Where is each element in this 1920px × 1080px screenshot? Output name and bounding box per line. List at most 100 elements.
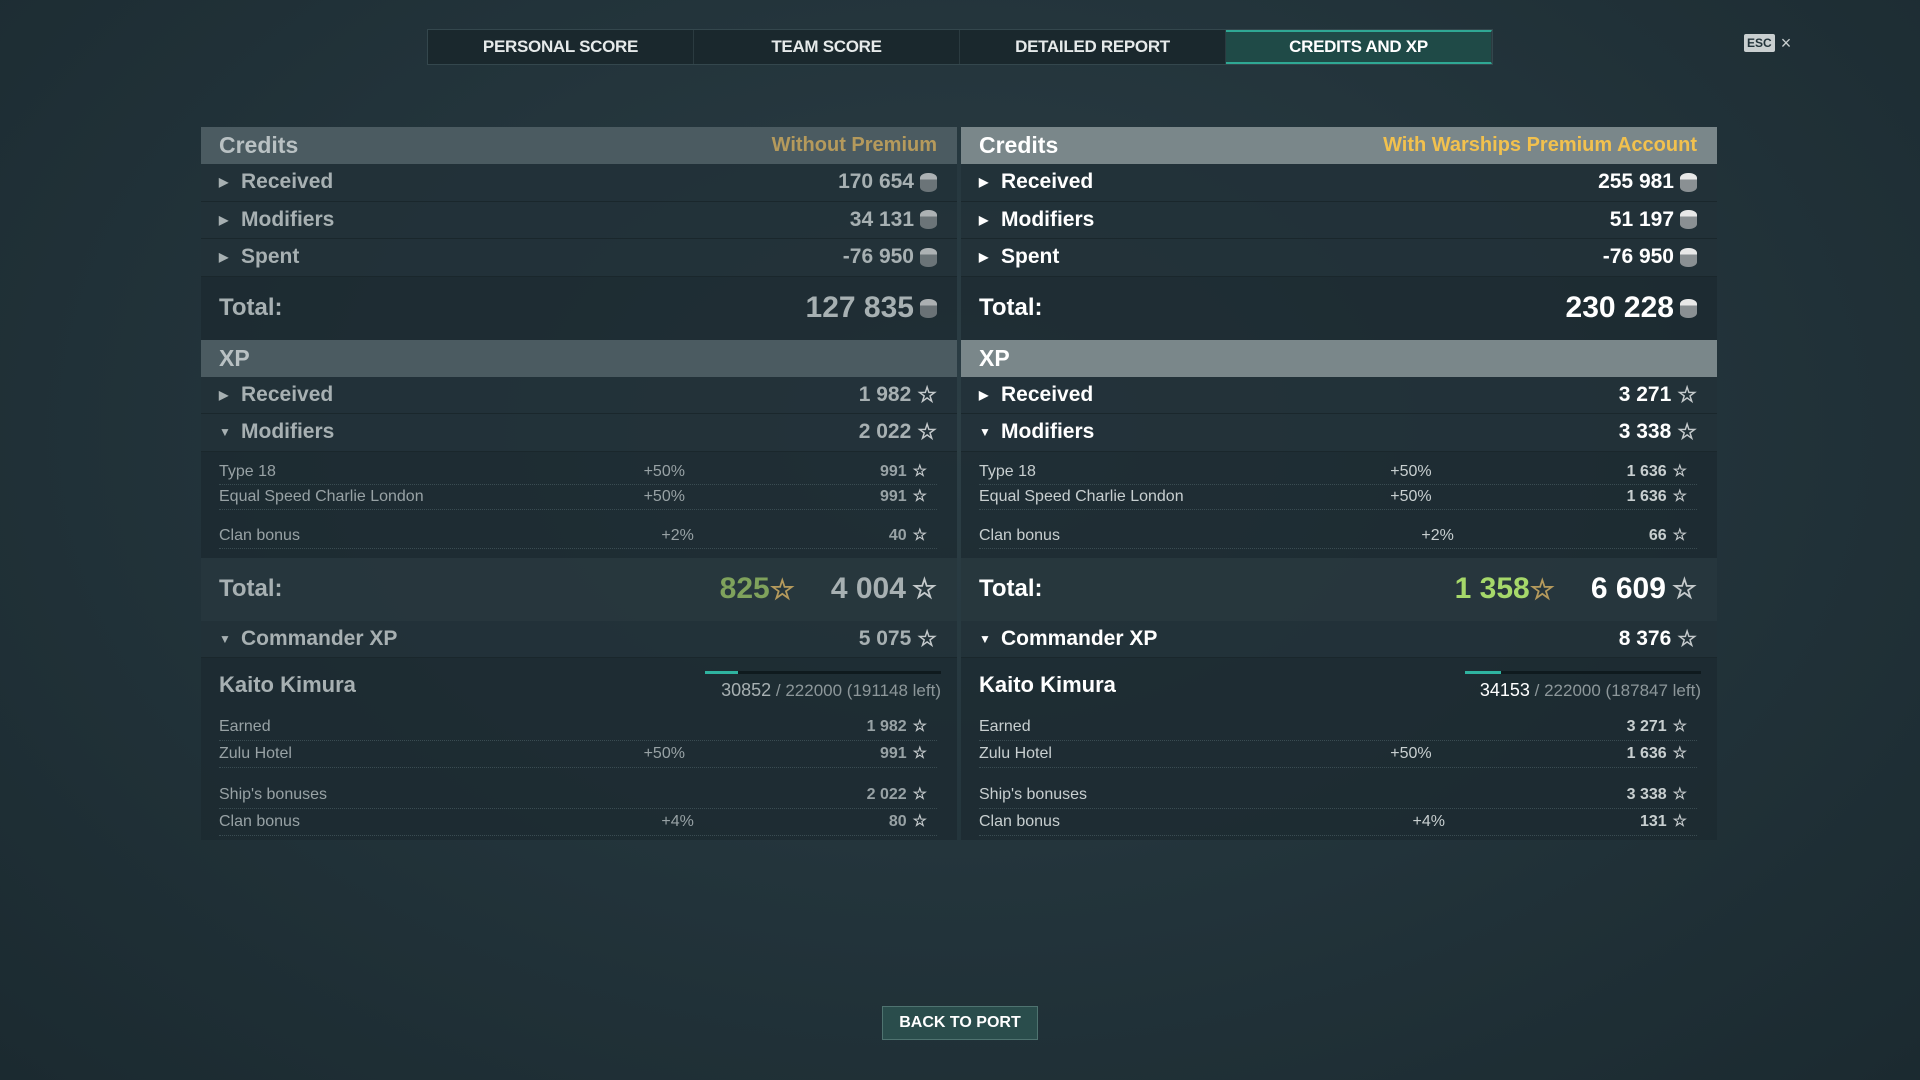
commander-xp-remaining: / 222000 (191148 left) [771, 680, 941, 700]
credits-row-modifiers[interactable]: ▶ Modifiers 34 131 [201, 201, 957, 239]
tab-credits-and-xp[interactable]: CREDITS AND XP [1226, 30, 1492, 64]
close-icon: × [1780, 33, 1792, 53]
back-to-port-button[interactable]: BACK TO PORT [882, 1006, 1038, 1040]
commander-xp-current: 30852 [721, 679, 772, 700]
row-value: 2 022 [858, 420, 912, 444]
xp-star-icon: ☆ [1672, 745, 1687, 762]
xp-star-icon: ☆ [1672, 718, 1687, 735]
commander-xp-list: Earned 1 982 ☆ Zulu Hotel +50% 991 ☆ Ship's bon… [201, 712, 957, 836]
chevron-down-icon: ▼ [219, 631, 231, 646]
commander-xp-item: Zulu Hotel +50% 1 636 ☆ [979, 741, 1697, 768]
xp-star-icon: ☆ [911, 573, 937, 604]
modifier-percent: +2% [661, 526, 694, 544]
xp-row-received[interactable]: ▶ Received 3 271 ☆ [961, 376, 1717, 414]
credits-header: Credits With Warships Premium Account [961, 127, 1717, 164]
commander-info: Kaito Kimura 34153 / 222000 (187847 left) [961, 658, 1717, 712]
total-label: Total: [979, 294, 1043, 321]
total-label: Total: [219, 294, 283, 321]
credits-total: Total: 127 835 [201, 277, 957, 340]
xp-row-modifiers[interactable]: ▼ Modifiers 2 022 ☆ [201, 414, 957, 452]
commander-info: Kaito Kimura 30852 / 222000 (191148 left) [201, 658, 957, 712]
commander-xp-item: Earned 3 271 ☆ [979, 714, 1697, 741]
item-label: Earned [219, 718, 271, 735]
modifier-percent: +50% [643, 487, 685, 505]
xp-star-icon: ☆ [1672, 487, 1687, 505]
commander-name: Kaito Kimura [219, 672, 356, 697]
modifier-label: Type 18 [219, 462, 276, 480]
free-xp-value: 825 [719, 572, 770, 605]
total-value: 127 835 [805, 291, 914, 324]
credits-row-spent[interactable]: ▶ Spent -76 950 [201, 239, 957, 277]
modifier-item: Clan bonus +2% 40 ☆ [219, 524, 937, 549]
commander-xp-remaining: / 222000 (187847 left) [1529, 680, 1701, 700]
xp-star-icon: ☆ [912, 718, 927, 735]
total-value: 230 228 [1565, 291, 1674, 324]
modifier-percent: +50% [1390, 487, 1432, 505]
total-value: 4 004 [830, 572, 906, 605]
commander-xp-row[interactable]: ▼ Commander XP 8 376 ☆ [961, 620, 1717, 658]
item-percent: +4% [1412, 813, 1445, 830]
xp-modifiers-list: Type 18 +50% 991 ☆ Equal Speed Charlie Londo… [201, 452, 957, 558]
commander-xp-item: Earned 1 982 ☆ [219, 714, 937, 741]
right-panel: Credits With Warships Premium Account ▶ Rec… [961, 127, 1717, 840]
row-value: 170 654 [838, 170, 914, 194]
row-value: 255 981 [1598, 170, 1674, 194]
tab-team-score[interactable]: TEAM SCORE [694, 30, 960, 64]
xp-star-icon: ☆ [1677, 419, 1697, 445]
tab-detailed-report[interactable]: DETAILED REPORT [960, 30, 1226, 64]
modifier-label: Clan bonus [219, 526, 300, 544]
modifier-percent: +2% [1421, 526, 1454, 544]
chevron-right-icon: ▶ [219, 387, 229, 402]
row-label: Commander XP [1001, 626, 1158, 650]
credits-coin-icon [920, 172, 937, 192]
item-value: 131 [1639, 813, 1667, 830]
xp-star-icon: ☆ [912, 526, 927, 544]
item-value: 991 [879, 745, 907, 762]
row-value: 8 376 [1618, 626, 1672, 650]
credits-row-modifiers[interactable]: ▶ Modifiers 51 197 [961, 201, 1717, 239]
row-label: Spent [241, 245, 300, 269]
chevron-down-icon: ▼ [979, 631, 991, 646]
commander-xp-item: Clan bonus +4% 80 ☆ [219, 809, 937, 836]
item-value: 80 [888, 813, 907, 830]
item-value: 2 022 [866, 786, 907, 803]
modifier-item: Equal Speed Charlie London +50% 1 636 ☆ [979, 485, 1697, 510]
credits-title: Credits [219, 132, 299, 158]
row-label: Commander XP [241, 626, 398, 650]
credits-row-received[interactable]: ▶ Received 255 981 [961, 164, 1717, 202]
xp-row-modifiers[interactable]: ▼ Modifiers 3 338 ☆ [961, 414, 1717, 452]
credits-total: Total: 230 228 [961, 277, 1717, 340]
chevron-down-icon: ▼ [979, 425, 991, 440]
item-label: Clan bonus [219, 813, 300, 830]
xp-header: XP [961, 339, 1717, 377]
close-button[interactable]: ESC × [1744, 34, 1791, 52]
chevron-right-icon: ▶ [219, 250, 229, 265]
left-panel: Credits Without Premium ▶ Received 170 654 ▶ M… [201, 127, 957, 840]
tab-personal-score[interactable]: PERSONAL SCORE [428, 30, 694, 64]
row-value: -76 950 [842, 245, 914, 269]
xp-star-icon: ☆ [1672, 526, 1687, 544]
xp-total: Total: 1 358 ☆ 6 609 ☆ [961, 557, 1717, 621]
tab-bar: PERSONAL SCORE TEAM SCORE DETAILED REPORT C… [427, 29, 1493, 65]
account-type: With Warships Premium Account [1383, 134, 1697, 156]
xp-row-received[interactable]: ▶ Received 1 982 ☆ [201, 376, 957, 414]
row-value: 3 271 [1618, 382, 1672, 406]
xp-modifiers-list: Type 18 +50% 1 636 ☆ Equal Speed Charlie Lon… [961, 452, 1717, 558]
item-value: 1 982 [866, 718, 907, 735]
credits-coin-icon [1680, 247, 1697, 267]
free-xp-star-icon: ☆ [769, 573, 795, 605]
free-xp-value: 1 358 [1454, 572, 1530, 605]
total-label: Total: [219, 575, 283, 602]
credits-row-spent[interactable]: ▶ Spent -76 950 [961, 239, 1717, 277]
item-percent: +4% [661, 813, 694, 830]
row-value: 51 197 [1609, 207, 1674, 231]
credits-coin-icon [1680, 298, 1697, 318]
commander-xp-current: 34153 [1479, 679, 1530, 700]
xp-header: XP [201, 339, 957, 377]
credits-row-received[interactable]: ▶ Received 170 654 [201, 164, 957, 202]
xp-star-icon: ☆ [917, 625, 937, 651]
row-value: 1 982 [858, 382, 912, 406]
commander-xp-list: Earned 3 271 ☆ Zulu Hotel +50% 1 636 ☆ Ship's b… [961, 712, 1717, 836]
esc-key-icon: ESC [1744, 34, 1775, 52]
commander-xp-row[interactable]: ▼ Commander XP 5 075 ☆ [201, 620, 957, 658]
